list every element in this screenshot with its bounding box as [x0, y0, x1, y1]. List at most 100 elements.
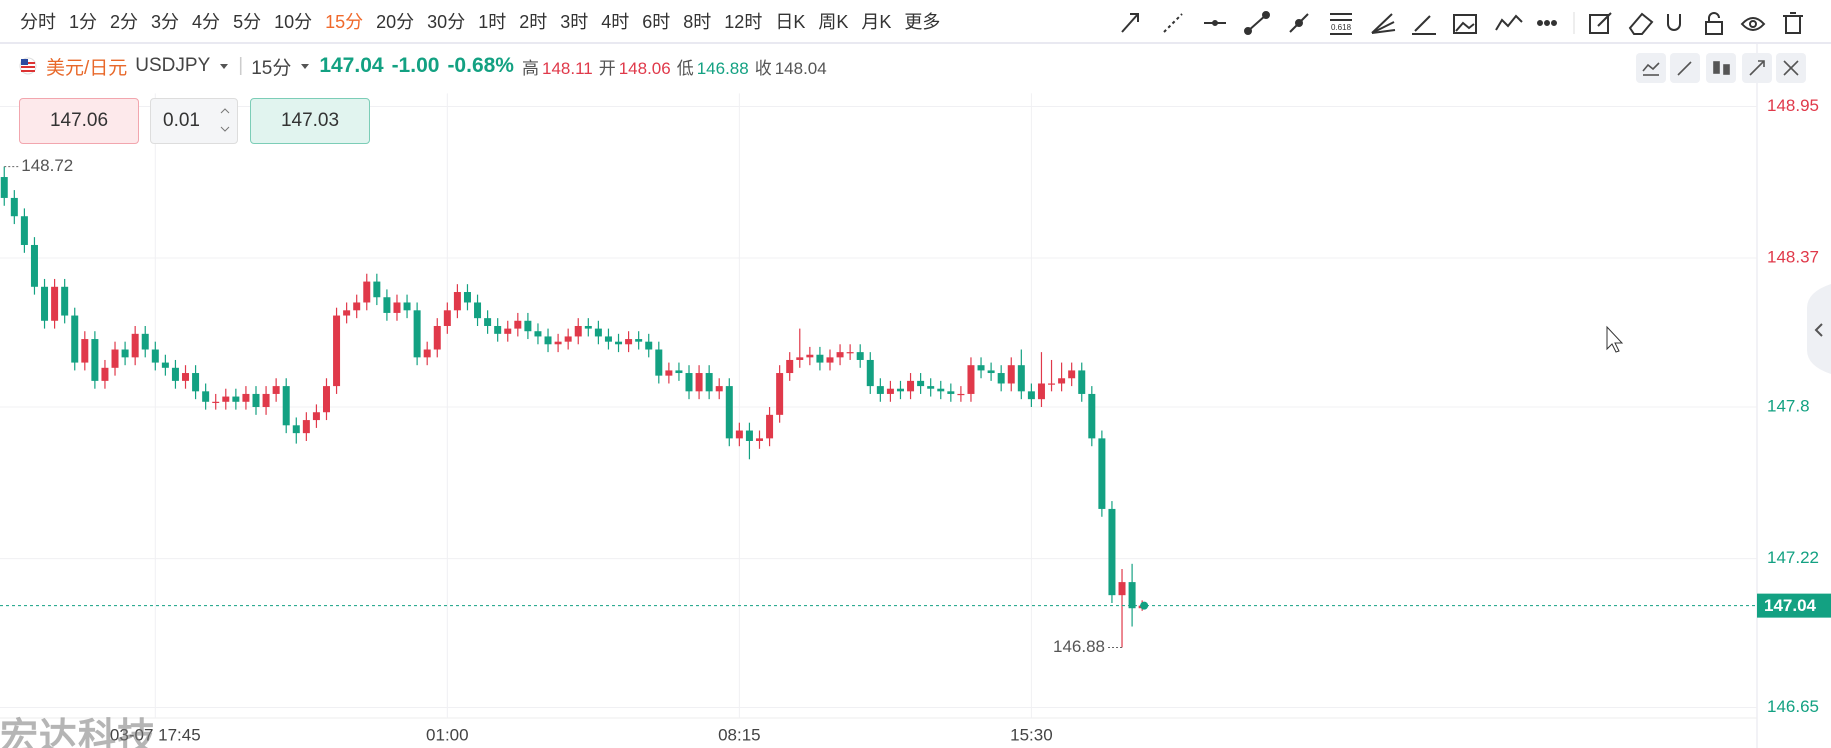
interval-button[interactable]: 1分: [69, 12, 98, 32]
y-tick-label: 148.37: [1767, 248, 1819, 267]
stat-label: 收: [754, 58, 772, 78]
stat: 低 146.88: [677, 54, 749, 79]
candle-body: [443, 310, 451, 326]
tool-eraser[interactable]: [1628, 12, 1654, 35]
tool-more[interactable]: [1537, 20, 1557, 26]
candle-body: [242, 393, 250, 402]
candle-body: [816, 354, 824, 363]
candle-body: [252, 393, 260, 408]
sell-button[interactable]: 147.06: [19, 98, 139, 144]
candle-body: [564, 336, 572, 342]
symbol-bar: 美元/日元 USDJPY | 15分 147.04 -1.00 -0.68% 高…: [18, 48, 827, 84]
interval-button[interactable]: 5分: [233, 12, 262, 32]
candle-body: [101, 367, 109, 381]
candle-body: [71, 315, 79, 363]
candle-body: [232, 396, 240, 402]
candle-body: [423, 349, 431, 358]
candle-body: [735, 430, 743, 439]
tool-delete[interactable]: [1783, 12, 1803, 34]
interval-button[interactable]: 2时: [519, 12, 548, 32]
tool-segment[interactable]: [1244, 11, 1270, 35]
interval-button[interactable]: 3分: [151, 12, 180, 32]
btn-candle[interactable]: [1706, 53, 1736, 83]
lot-input[interactable]: 0.01: [150, 98, 238, 144]
buy-button[interactable]: 147.03: [250, 98, 370, 144]
candle-body: [111, 349, 119, 368]
side-panel-toggle[interactable]: [1807, 284, 1831, 374]
tool-pen[interactable]: [1412, 15, 1436, 35]
candle-body: [836, 352, 844, 358]
candle-body: [594, 328, 602, 337]
tool-image[interactable]: [1453, 14, 1477, 34]
candle-body: [665, 370, 673, 376]
candle-body: [121, 349, 129, 358]
candle-body: [977, 365, 985, 371]
candle-body: [504, 328, 512, 334]
interval-button[interactable]: 4分: [192, 12, 221, 32]
candle-body: [30, 244, 38, 287]
interval[interactable]: 15分: [251, 57, 292, 79]
candle-body: [927, 386, 935, 389]
candle-body: [1048, 383, 1056, 385]
caret[interactable]: [299, 60, 311, 72]
stat-value: 148.11: [541, 58, 593, 78]
interval-button[interactable]: 15分: [325, 12, 364, 32]
candle-body: [856, 352, 864, 360]
candle-body: [756, 438, 763, 441]
candle-body: [474, 302, 482, 319]
y-tick-label: 147.8: [1767, 396, 1810, 415]
candle-body: [383, 297, 391, 313]
flag-icon: [19, 57, 37, 75]
candle-body: [866, 359, 874, 387]
interval-button[interactable]: 日K: [775, 12, 806, 32]
candle-body: [846, 352, 854, 354]
candle-body: [1078, 370, 1086, 394]
tool-ray[interactable]: [1163, 13, 1183, 33]
spinner[interactable]: [219, 107, 231, 137]
candle-body: [131, 333, 139, 358]
interval-button[interactable]: 8时: [683, 12, 712, 32]
candle-body: [967, 365, 975, 394]
candle-body: [81, 339, 89, 363]
interval-button[interactable]: 30分: [427, 12, 466, 32]
interval-button[interactable]: 更多: [904, 12, 941, 32]
interval-button[interactable]: 20分: [376, 12, 415, 32]
interval-button[interactable]: 12时: [724, 12, 763, 32]
tool-fan[interactable]: [1371, 13, 1396, 34]
tool-eye[interactable]: [1740, 17, 1766, 31]
candle-body: [907, 380, 915, 392]
stat-value: 148.06: [618, 58, 671, 78]
tool-arrow[interactable]: [1121, 13, 1139, 33]
candle-body: [705, 373, 713, 392]
tool-note[interactable]: [1589, 12, 1612, 34]
symbol-name[interactable]: 美元/日元: [46, 57, 128, 79]
candle-body: [403, 302, 411, 311]
interval-button[interactable]: 10分: [274, 12, 313, 32]
interval-button[interactable]: 1时: [478, 12, 507, 32]
interval-button[interactable]: 月K: [861, 12, 892, 32]
interval-button[interactable]: 6时: [642, 12, 671, 32]
candle-body: [1088, 393, 1096, 439]
interval-button[interactable]: 4时: [601, 12, 630, 32]
interval-button[interactable]: 分时: [20, 12, 56, 32]
candle-body: [212, 401, 220, 403]
tool-fib[interactable]: 0.618: [1330, 13, 1352, 35]
tool-hline[interactable]: [1204, 20, 1226, 26]
tool-lock[interactable]: [1705, 12, 1723, 35]
stat-value: 146.88: [696, 58, 749, 78]
caret[interactable]: [218, 60, 230, 72]
candle-body: [725, 386, 733, 439]
tool-wave[interactable]: [1495, 14, 1523, 31]
toolbar: 分时 1分 2分 3分 4分 5分 10分 15分 20分 30分 1时 2时 3时 4时 6时 8时 12时日…: [0, 0, 1831, 44]
tool-trend[interactable]: [1289, 13, 1309, 33]
candle-body: [937, 388, 945, 392]
interval-button[interactable]: 2分: [110, 12, 139, 32]
symbol-code[interactable]: USDJPY: [135, 55, 211, 76]
candle-body: [41, 286, 49, 321]
interval-button[interactable]: 3时: [560, 12, 589, 32]
candle-body: [554, 341, 562, 345]
tool-magnet[interactable]: [1667, 14, 1681, 31]
interval-button[interactable]: 周K: [818, 12, 849, 32]
